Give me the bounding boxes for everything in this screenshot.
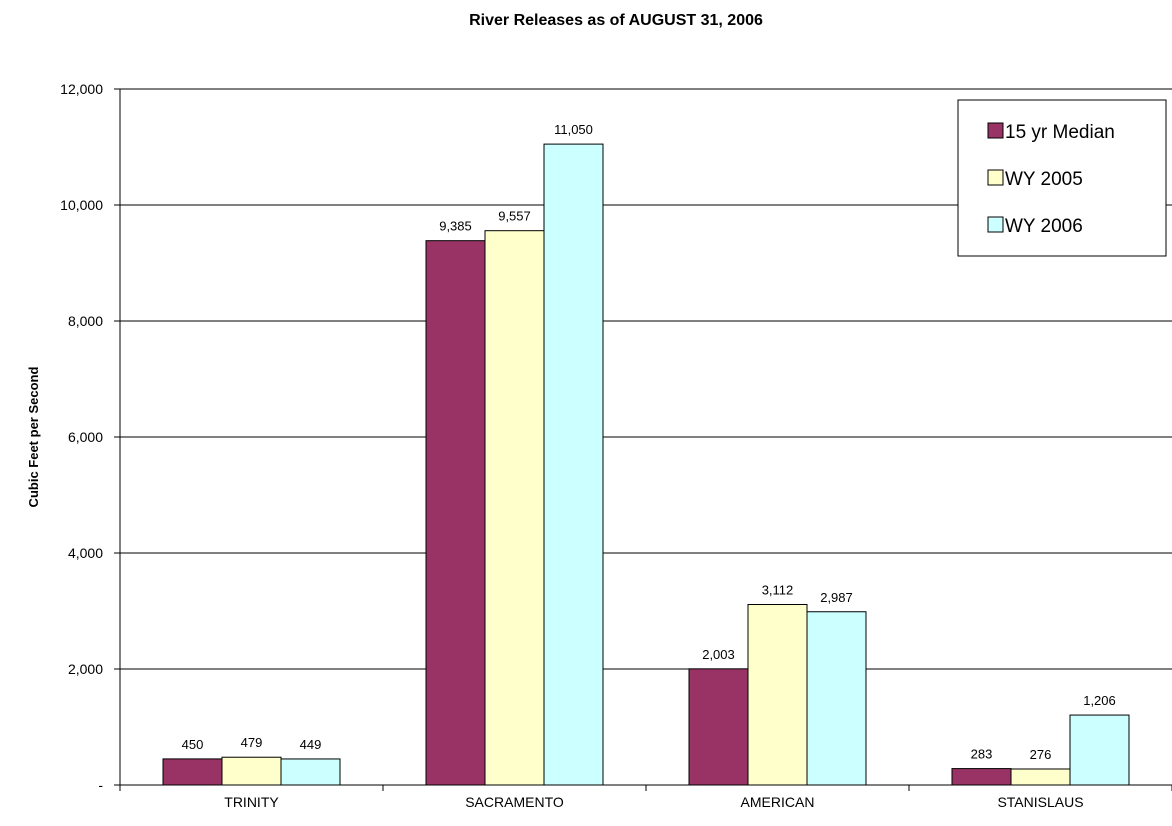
data-label: 283: [971, 747, 993, 762]
y-tick-label: 10,000: [60, 197, 103, 213]
y-tick-label: 12,000: [60, 81, 103, 97]
data-label: 2,003: [702, 647, 735, 662]
y-tick-labels: - 2,000 4,000 6,000 8,000 10,000 12,000: [60, 81, 103, 793]
legend-label: WY 2006: [1005, 216, 1083, 237]
data-label: 2,987: [820, 590, 853, 605]
axes: [114, 88, 1172, 791]
data-label: 3,112: [762, 583, 794, 598]
legend-swatch: [987, 122, 1004, 139]
x-tick-label: AMERICAN: [741, 794, 815, 810]
bar-stanislaus-wy-2005: [1010, 768, 1071, 786]
data-label: 276: [1030, 747, 1052, 762]
data-label: 450: [182, 737, 204, 752]
bar-trinity-wy-2006: [280, 758, 341, 786]
data-label: 9,385: [439, 219, 472, 234]
data-label: 449: [300, 737, 322, 752]
bar-sacramento-15-yr-median: [425, 240, 486, 786]
data-label: 9,557: [498, 209, 531, 224]
legend-label: WY 2005: [1005, 169, 1083, 190]
y-tick-label: 4,000: [68, 545, 103, 561]
data-label: 11,050: [554, 122, 593, 137]
bar-american-wy-2005: [747, 604, 808, 786]
x-tick-label: SACRAMENTO: [465, 794, 564, 810]
bar-sacramento-wy-2005: [484, 230, 545, 786]
legend-swatch: [987, 169, 1004, 186]
bar-american-wy-2006: [806, 611, 867, 786]
data-label: 1,206: [1083, 693, 1116, 708]
x-tick-label: STANISLAUS: [997, 794, 1083, 810]
y-axis-label: Cubic Feet per Second: [26, 367, 41, 508]
bar-american-15-yr-median: [688, 668, 749, 786]
legend-label: 15 yr Median: [1005, 122, 1115, 143]
y-tick-label: 2,000: [68, 661, 103, 677]
y-tick-label: -: [98, 777, 103, 793]
x-tick-labels: TRINITY SACRAMENTO AMERICAN STANISLAUS: [224, 794, 1083, 810]
data-labels: 450 479 449 9,385 9,557 11,050 2,003 3,112 2,987…: [182, 122, 1116, 762]
bars: [162, 143, 1130, 786]
legend-swatch: [987, 216, 1004, 233]
bar-stanislaus-15-yr-median: [951, 768, 1012, 786]
data-label: 479: [241, 735, 263, 750]
gridlines: [120, 88, 1172, 670]
bar-trinity-wy-2005: [221, 756, 282, 786]
chart-title: River Releases as of AUGUST 31, 2006: [469, 12, 763, 29]
bar-trinity-15-yr-median: [162, 758, 223, 786]
bar-sacramento-wy-2006: [543, 143, 604, 786]
bar-stanislaus-wy-2006: [1069, 714, 1130, 786]
y-tick-label: 8,000: [68, 313, 103, 329]
y-tick-label: 6,000: [68, 429, 103, 445]
x-tick-label: TRINITY: [224, 794, 279, 810]
legend: 15 yr Median WY 2005 WY 2006: [957, 99, 1167, 257]
